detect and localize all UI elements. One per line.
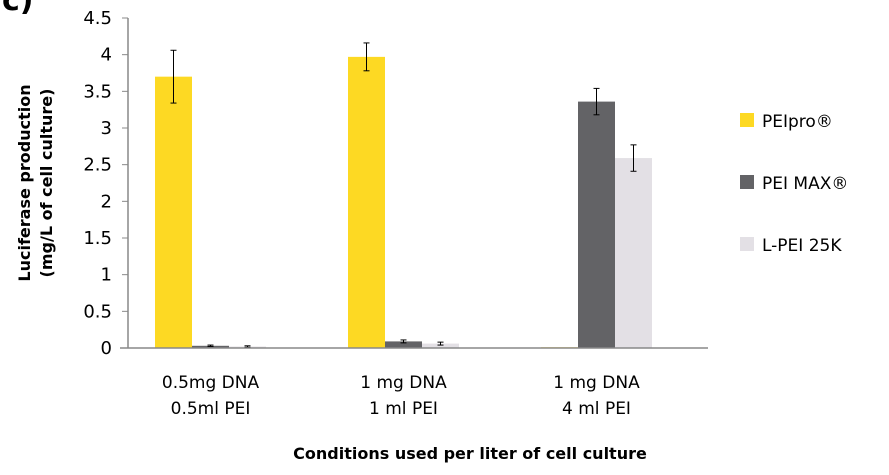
x-category-label: 1 mg DNA: [553, 373, 640, 393]
x-category-label: 0.5mg DNA: [162, 373, 260, 393]
y-tick-label: 3: [101, 118, 112, 139]
y-axis-title-line1: Luciferase production: [15, 84, 34, 281]
y-tick-label: 2.5: [83, 155, 112, 176]
legend-label: PEIpro®: [762, 112, 833, 132]
x-category-label: 0.5ml PEI: [171, 399, 251, 419]
legend-swatch: [740, 113, 754, 127]
y-tick-label: 2: [101, 191, 112, 212]
bar: [348, 56, 385, 348]
y-tick-label: 3.5: [83, 81, 112, 102]
bar: [578, 101, 615, 348]
x-category-label: 1 mg DNA: [360, 373, 447, 393]
y-tick-label: 4.5: [83, 8, 112, 29]
y-tick-label: 1: [101, 265, 112, 286]
bar: [155, 76, 192, 349]
bar: [385, 341, 422, 348]
y-tick-label: 4: [101, 45, 112, 66]
bar: [615, 158, 652, 348]
legend-swatch: [740, 237, 754, 251]
y-tick-label: 1.5: [83, 228, 112, 249]
x-category-label: 4 ml PEI: [562, 399, 631, 419]
x-axis-title: Conditions used per liter of cell cultur…: [293, 444, 647, 463]
panel-label: c): [2, 0, 34, 18]
y-axis-title-line2: (mg/L of cell culture): [37, 89, 56, 278]
y-tick-label: 0.5: [83, 301, 112, 322]
legend-label: PEI MAX®: [762, 174, 848, 194]
legend-swatch: [740, 175, 754, 189]
legend-label: L-PEI 25K: [762, 236, 842, 256]
bar: [422, 343, 459, 348]
y-tick-label: 0: [101, 338, 112, 359]
x-category-label: 1 ml PEI: [369, 399, 438, 419]
